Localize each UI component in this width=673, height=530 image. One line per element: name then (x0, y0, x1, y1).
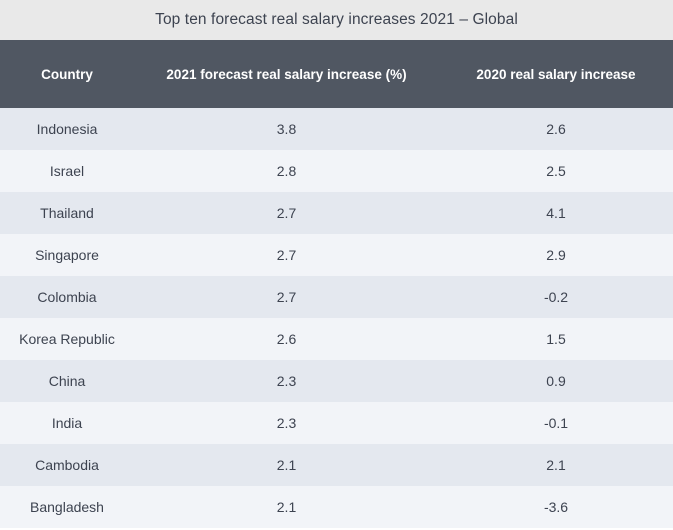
cell-actual-2020: -0.2 (543, 289, 569, 305)
cell-actual-2020: 0.9 (546, 373, 566, 389)
cell-forecast-2021: 2.3 (276, 414, 297, 431)
cell-forecast-2021: 3.8 (276, 120, 297, 137)
cell-forecast-2021: 2.7 (276, 204, 297, 221)
cell-actual-2020: 1.5 (546, 331, 566, 347)
table-row: India 2.3 -0.1 (0, 402, 673, 444)
table-row: Colombia 2.7 -0.2 (0, 276, 673, 318)
cell-country: Colombia (37, 289, 97, 305)
cell-forecast-2021: 2.6 (276, 330, 297, 347)
table-row: China 2.3 0.9 (0, 360, 673, 402)
cell-forecast-2021: 2.8 (276, 162, 297, 179)
table-row: Thailand 2.7 4.1 (0, 192, 673, 234)
cell-forecast-2021: 2.1 (276, 456, 297, 473)
cell-actual-2020: 2.5 (546, 163, 566, 179)
table-body: Indonesia 3.8 2.6 Israel 2.8 2.5 Thailand 2.7 4.… (0, 108, 673, 528)
cell-actual-2020: 2.6 (546, 121, 566, 137)
cell-actual-2020: 4.1 (546, 205, 566, 221)
cell-country: Israel (49, 163, 85, 179)
table-header-row: Country 2021 forecast real salary increa… (0, 40, 673, 108)
cell-actual-2020: -3.6 (543, 499, 569, 515)
table-row: Singapore 2.7 2.9 (0, 234, 673, 276)
cell-country: Bangladesh (30, 499, 104, 515)
cell-forecast-2021: 2.7 (276, 246, 297, 263)
cell-country: Indonesia (36, 121, 98, 137)
header-forecast-2021: 2021 forecast real salary increase (%) (166, 66, 407, 82)
cell-country: Korea Republic (19, 331, 115, 347)
table-row: Indonesia 3.8 2.6 (0, 108, 673, 150)
table-row: Israel 2.8 2.5 (0, 150, 673, 192)
table-row: Korea Republic 2.6 1.5 (0, 318, 673, 360)
table-row: Cambodia 2.1 2.1 (0, 444, 673, 486)
cell-country: Thailand (40, 205, 94, 221)
cell-country: India (51, 415, 83, 431)
header-country: Country (41, 66, 93, 82)
cell-country: Singapore (35, 247, 99, 263)
cell-actual-2020: -0.1 (543, 415, 569, 431)
cell-forecast-2021: 2.7 (276, 288, 297, 305)
cell-actual-2020: 2.9 (546, 247, 566, 263)
cell-country: China (48, 373, 86, 389)
cell-actual-2020: 2.1 (546, 457, 566, 473)
table-title: Top ten forecast real salary increases 2… (0, 0, 673, 40)
cell-forecast-2021: 2.1 (276, 498, 297, 515)
cell-forecast-2021: 2.3 (276, 372, 297, 389)
header-actual-2020: 2020 real salary increase (476, 66, 636, 82)
table-title-text: Top ten forecast real salary increases 2… (155, 11, 518, 28)
cell-country: Cambodia (35, 457, 99, 473)
table-row: Bangladesh 2.1 -3.6 (0, 486, 673, 528)
